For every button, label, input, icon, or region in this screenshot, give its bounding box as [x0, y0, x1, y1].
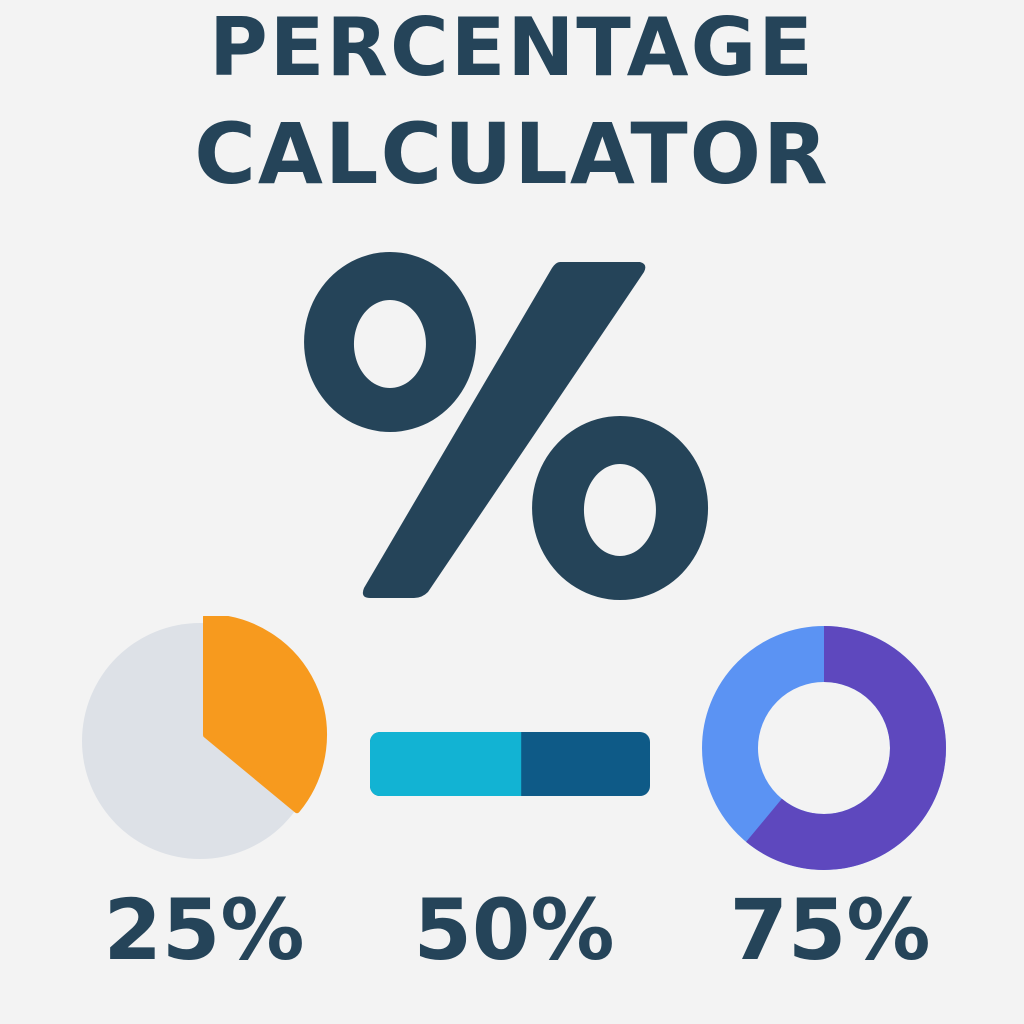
bar-fill — [370, 732, 522, 796]
pie-slice — [203, 616, 327, 814]
percent-slash — [362, 262, 646, 598]
label-50-percent: 50% — [413, 881, 615, 979]
progress-bar-50 — [370, 732, 650, 796]
percent-icon — [304, 252, 709, 600]
donut-fill — [702, 626, 946, 870]
label-25-percent: 25% — [103, 881, 305, 979]
percent-lower-ring — [532, 416, 709, 600]
donut-chart-75 — [702, 626, 946, 870]
title-line-1: PERCENTAGE — [209, 1, 815, 94]
pie-chart-25 — [82, 616, 327, 859]
title-line-2: CALCULATOR — [194, 105, 830, 203]
percent-upper-ring — [304, 252, 477, 432]
label-75-percent: 75% — [729, 881, 931, 979]
